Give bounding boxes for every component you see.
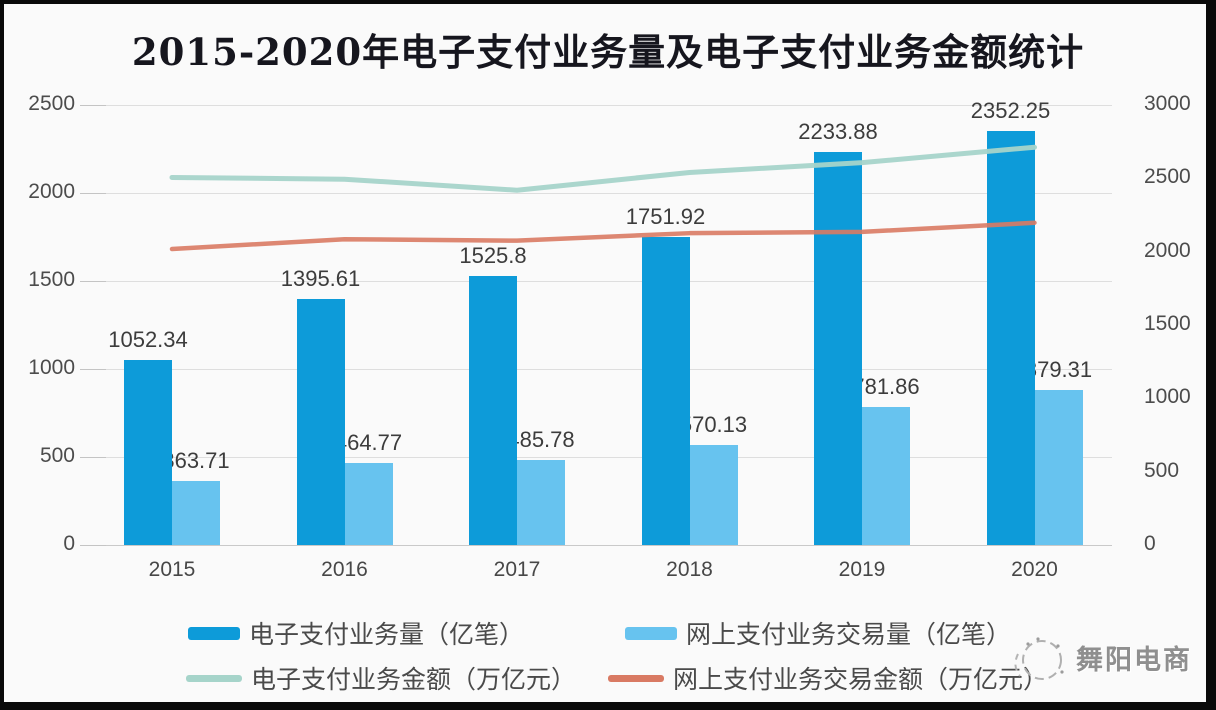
bar-online-volume bbox=[689, 444, 738, 545]
bar-epay-volume bbox=[814, 151, 862, 545]
left-axis-tick-label: 0 bbox=[63, 532, 75, 555]
bar-epay-volume bbox=[986, 131, 1035, 545]
legend-swatch-online-volume bbox=[625, 626, 677, 640]
right-axis-tick-label: 2000 bbox=[1144, 238, 1191, 262]
left-axis-tick bbox=[80, 457, 106, 458]
left-axis-tick bbox=[80, 105, 106, 106]
right-axis-tick-label: 3000 bbox=[1144, 92, 1191, 115]
right-axis-tick-label: 1000 bbox=[1144, 385, 1191, 409]
left-axis-tick bbox=[80, 193, 106, 194]
bar-epay-volume bbox=[641, 236, 690, 545]
gridline bbox=[85, 369, 1112, 370]
bar-epay-volume bbox=[124, 359, 172, 545]
gridline bbox=[85, 105, 1112, 106]
right-axis-tick-label: 0 bbox=[1144, 532, 1156, 555]
legend-label-epay-amount: 电子支付业务金额（万亿元） bbox=[251, 666, 577, 694]
legend-item-epay-volume: 电子支付业务量（亿笔） bbox=[188, 615, 524, 651]
watermark-logo-icon bbox=[1014, 637, 1064, 680]
gridline bbox=[85, 281, 1112, 282]
frame-bottom-border bbox=[0, 702, 1216, 710]
watermark: 舞阳电商 bbox=[1008, 624, 1192, 690]
gridline bbox=[85, 193, 1112, 194]
x-axis-tick-label: 2017 bbox=[493, 558, 541, 581]
left-axis-tick-label: 500 bbox=[39, 444, 75, 467]
bar-online-volume bbox=[517, 459, 565, 545]
right-axis-tick-label: 2500 bbox=[1144, 165, 1191, 189]
left-axis-tick-label: 1000 bbox=[28, 356, 75, 379]
legend-label-online-amount: 网上支付业务交易金额（万亿元） bbox=[673, 666, 1049, 694]
legend-label-epay-volume: 电子支付业务量（亿笔） bbox=[249, 621, 525, 649]
left-axis-tick-label: 2000 bbox=[28, 180, 75, 203]
legend-item-online-volume: 网上支付业务交易量（亿笔） bbox=[625, 615, 1011, 651]
bar-online-volume bbox=[1034, 390, 1083, 545]
bar-value-label: 2233.88 bbox=[798, 118, 878, 144]
x-axis-tick-label: 2019 bbox=[838, 558, 886, 581]
bar-value-label: 1525.8 bbox=[459, 243, 527, 269]
frame-top-border bbox=[0, 0, 1216, 4]
bar-value-label: 1052.34 bbox=[108, 326, 188, 352]
watermark-text: 舞阳电商 bbox=[1076, 644, 1192, 675]
legend-label-online-volume: 网上支付业务交易量（亿笔） bbox=[686, 621, 1012, 649]
right-axis-tick-label: 1500 bbox=[1144, 312, 1191, 335]
bar-value-label: 464.77 bbox=[334, 430, 403, 456]
x-axis-tick-label: 2016 bbox=[321, 558, 368, 581]
x-axis-line bbox=[85, 545, 1112, 546]
chart-title: 2015-2020年电子支付业务量及电子支付业务金额统计 bbox=[131, 30, 1085, 74]
right-axis-tick-label: 500 bbox=[1144, 458, 1180, 482]
line-online-amount bbox=[169, 220, 1037, 252]
x-axis-tick-label: 2015 bbox=[148, 558, 196, 581]
frame-right-border bbox=[1206, 0, 1216, 710]
x-axis-tick-label: 2020 bbox=[1011, 558, 1058, 581]
left-axis-tick bbox=[80, 545, 106, 546]
bar-online-volume bbox=[344, 463, 393, 545]
bar-value-label: 363.71 bbox=[162, 447, 230, 473]
legend-item-epay-amount: 电子支付业务金额（万亿元） bbox=[186, 660, 576, 696]
bar-value-label: 2352.25 bbox=[970, 98, 1051, 123]
left-axis-tick-label: 1500 bbox=[28, 268, 75, 291]
gridline bbox=[85, 457, 1112, 458]
bar-value-label: 1395.61 bbox=[280, 266, 361, 292]
legend-item-online-amount: 网上支付业务交易金额（万亿元） bbox=[608, 660, 1048, 696]
bar-value-label: 879.31 bbox=[1024, 357, 1093, 383]
bar-value-label: 485.78 bbox=[507, 426, 575, 452]
bar-value-label: 1751.92 bbox=[625, 203, 706, 229]
bar-epay-volume bbox=[296, 299, 345, 545]
bar-value-label: 781.86 bbox=[852, 374, 920, 400]
bar-online-volume bbox=[172, 480, 220, 545]
left-axis-tick bbox=[80, 369, 106, 370]
legend-swatch-online-amount bbox=[608, 674, 664, 682]
bar-epay-volume bbox=[469, 276, 517, 545]
legend-swatch-epay-amount bbox=[186, 674, 242, 682]
x-axis-tick-label: 2018 bbox=[666, 558, 713, 581]
bar-value-label: 570.13 bbox=[679, 411, 748, 437]
bar-online-volume bbox=[862, 407, 910, 545]
line-epay-amount bbox=[169, 144, 1037, 193]
frame-left-border bbox=[0, 0, 4, 710]
left-axis-tick bbox=[80, 281, 106, 282]
left-axis-tick-label: 2500 bbox=[28, 92, 75, 115]
legend-swatch-epay-volume bbox=[188, 626, 240, 640]
